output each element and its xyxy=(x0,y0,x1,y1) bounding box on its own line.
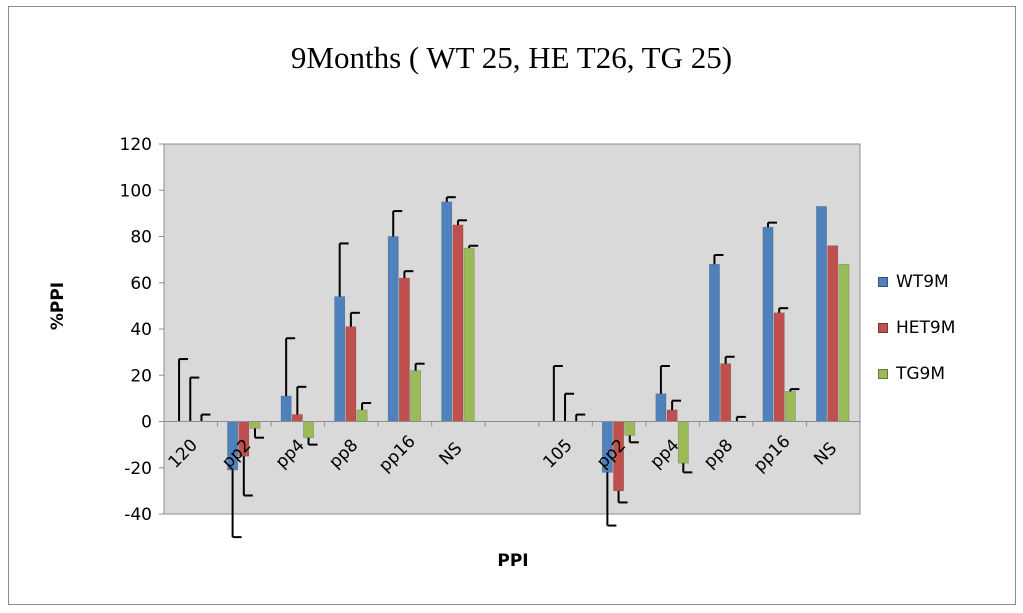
bar-TG9M-pp16 xyxy=(410,370,422,422)
legend-swatch xyxy=(878,277,888,287)
bar-HET9M-pp4 xyxy=(666,409,678,422)
y-tick-label: 20 xyxy=(130,366,152,386)
y-tick-label: 0 xyxy=(141,413,152,433)
y-tick-label: -40 xyxy=(124,505,152,525)
bar-WT9M-pp16 xyxy=(387,236,399,422)
y-tick-label: 80 xyxy=(130,228,152,248)
bar-TG9M-pp2 xyxy=(624,421,636,436)
bar-HET9M-pp8 xyxy=(345,326,357,422)
bar-WT9M-pp4 xyxy=(280,395,292,422)
legend-item-TG9M: TG9M xyxy=(878,364,945,384)
legend-swatch xyxy=(878,369,888,379)
x-axis-label: PPI xyxy=(497,551,529,571)
legend-item-WT9M: WT9M xyxy=(878,272,949,292)
bar-TG9M-pp8 xyxy=(356,409,368,422)
error-bars-group xyxy=(178,196,800,539)
bar-TG9M-NS xyxy=(463,247,475,422)
bar-TG9M-pp4 xyxy=(303,421,314,438)
y-tick-label: 120 xyxy=(120,135,152,155)
y-tick-label: 60 xyxy=(130,274,152,294)
bars-group xyxy=(227,201,850,492)
bar-TG9M-pp16 xyxy=(784,391,796,422)
legend-label: TG9M xyxy=(896,364,946,384)
legend-swatch xyxy=(878,323,888,333)
y-tick-label: 40 xyxy=(130,320,152,340)
bar-WT9M-pp8 xyxy=(334,296,346,422)
y-tick-label: -20 xyxy=(124,459,152,479)
bar-WT9M-pp8 xyxy=(709,263,720,422)
bar-HET9M-pp16 xyxy=(773,312,785,422)
legend-label: WT9M xyxy=(896,272,949,292)
bar-TG9M-pp4 xyxy=(677,421,689,464)
bar-WT9M-pp4 xyxy=(655,393,667,422)
chart-title: 9Months ( WT 25, HE T26, TG 25) xyxy=(290,40,733,75)
bar-TG9M-NS xyxy=(838,263,850,422)
bar-WT9M-NS xyxy=(441,201,453,422)
legend-label: HET9M xyxy=(896,318,956,338)
y-tick-label: 100 xyxy=(120,181,152,201)
plot-area xyxy=(163,143,861,515)
bar-HET9M-pp16 xyxy=(399,277,410,422)
bar-HET9M-pp4 xyxy=(291,414,303,422)
bar-HET9M-NS xyxy=(827,245,839,422)
bar-WT9M-NS xyxy=(816,206,827,422)
bar-HET9M-NS xyxy=(452,224,464,422)
legend-item-HET9M: HET9M xyxy=(878,318,955,338)
bar-TG9M-pp2 xyxy=(249,421,261,429)
bar-HET9M-pp8 xyxy=(720,363,732,422)
bar-WT9M-pp16 xyxy=(762,226,774,422)
